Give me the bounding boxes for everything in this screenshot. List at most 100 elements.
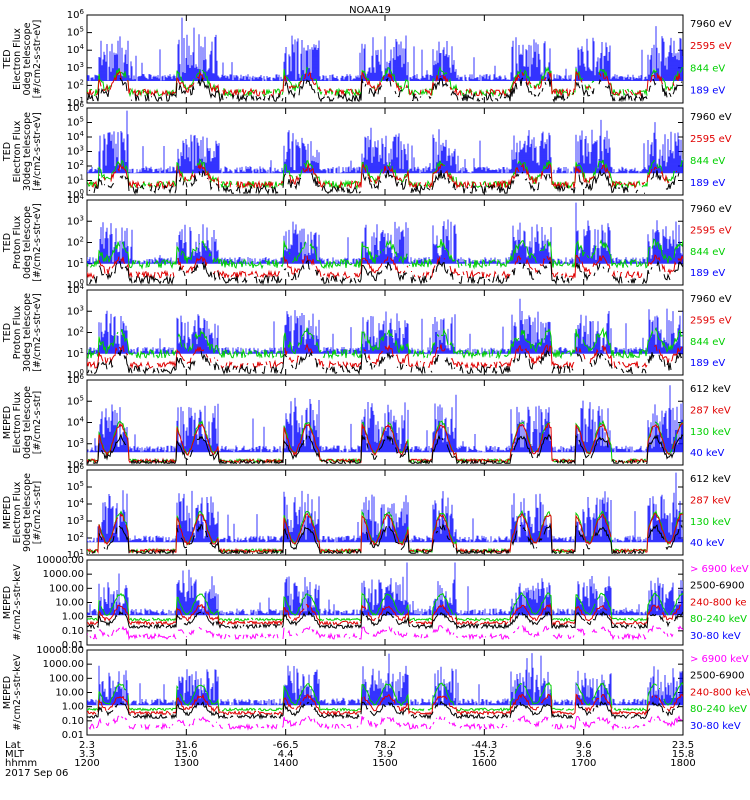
y-tick-label: 104: [67, 43, 85, 56]
legend-entry: 130 keV: [690, 427, 731, 438]
legend-entry: 240-800 keV: [690, 687, 750, 698]
y-tick-label: 103: [67, 437, 84, 450]
y-tick-exponent: 4: [80, 497, 85, 505]
panel-8: 0.01 0.10 1.00 10.00 100.00 1000.00 10000.00 ME…: [2, 645, 750, 741]
y-axis-label-line: MEPED: [2, 586, 13, 619]
y-tick-label: 103: [67, 514, 84, 527]
y-tick-exponent: 4: [80, 283, 85, 291]
y-tick-exponent: 5: [80, 480, 84, 488]
x-tick-label: 15.2: [473, 749, 495, 760]
y-tick-label: 103: [67, 145, 84, 158]
panel-traces: [87, 298, 683, 375]
y-axis-label-line: 90deg telescope: [22, 473, 33, 552]
y-axis-label-line: Proton Flux: [12, 305, 23, 359]
y-tick-exponent: 5: [80, 116, 84, 124]
y-tick-exponent: 2: [80, 159, 84, 167]
chart-title: NOAA19: [349, 5, 391, 16]
legend-entry: > 6900 keV: [690, 654, 749, 665]
y-tick-exponent: 6: [80, 101, 85, 109]
legend-entry: 844 eV: [690, 337, 725, 348]
y-tick-label: 106: [67, 101, 85, 114]
y-axis-label-line: #/cm2-s-str-keV: [12, 564, 23, 641]
y-tick-label: 0.01: [62, 640, 84, 651]
series-green: [87, 238, 683, 270]
y-tick-label: 100.00: [49, 673, 84, 684]
y-tick-exponent: 4: [80, 193, 85, 201]
y-axis-label: TEDElectron Flux0deg telescope[#/cm2-s-s…: [2, 20, 43, 99]
legend-entry: 30-80 keV: [690, 721, 741, 732]
y-tick-label: 101: [67, 174, 84, 187]
y-tick-exponent: 3: [80, 61, 84, 69]
x-tick-label: 1400: [273, 758, 298, 769]
y-tick-label: 103: [67, 61, 84, 74]
x-tick-label: 2.3: [79, 740, 95, 751]
y-tick-exponent: 3: [80, 145, 84, 153]
y-tick-label: 102: [67, 159, 84, 172]
x-row-label: Lat: [5, 740, 21, 751]
y-axis-label-line: TED: [2, 49, 13, 69]
y-tick-label: 104: [67, 130, 85, 143]
y-tick-exponent: 6: [80, 8, 85, 16]
series-green: [87, 592, 683, 623]
y-tick-exponent: 4: [80, 130, 85, 138]
panel-traces: [87, 653, 683, 731]
x-tick-label: 23.5: [672, 740, 694, 751]
y-tick-label: 1000.00: [43, 569, 84, 580]
x-tick-label: 4.4: [278, 749, 294, 760]
y-tick-label: 1000.00: [43, 659, 84, 670]
legend-entry: 844 eV: [690, 247, 725, 258]
legend-entry: 7960 eV: [690, 294, 732, 305]
legend-entry: 2595 eV: [690, 134, 732, 145]
y-tick-exponent: 2: [80, 458, 84, 466]
y-axis-label-line: Electron Flux: [12, 391, 23, 453]
y-tick-label: 105: [67, 116, 84, 129]
y-tick-label: 10.00: [55, 688, 84, 699]
y-tick-exponent: 2: [80, 531, 84, 539]
y-axis-label-line: MEPED: [2, 676, 13, 709]
panel-7: 0.01 0.10 1.00 10.00 100.00 1000.00 10000.00 ME…: [2, 555, 749, 651]
legend-entry: 2500-6900: [690, 581, 745, 592]
x-row-label: MLT: [5, 749, 25, 760]
legend-entry: 80-240 keV: [690, 614, 747, 625]
y-tick-label: 103: [67, 214, 84, 227]
y-axis-label-line: Proton Flux: [12, 215, 23, 269]
y-tick-label: 0.10: [62, 716, 84, 727]
panel-traces: [87, 202, 683, 285]
y-axis-label-line: #/cm2-s-str-keV: [12, 654, 23, 731]
y-axis-label: TEDProton Flux0deg telescope[#/cm2-s-str…: [2, 203, 43, 282]
panel-traces: [87, 472, 683, 555]
legend-entry: 287 keV: [690, 495, 731, 506]
series-black: [89, 259, 683, 285]
y-tick-label: 105: [67, 394, 84, 407]
y-axis-label-line: Electron Flux: [12, 481, 23, 543]
y-tick-label: 104: [67, 497, 85, 510]
legend-entry: 7960 eV: [690, 19, 732, 30]
legend-entry: 612 keV: [690, 384, 731, 395]
x-tick-label: 15.0: [175, 749, 197, 760]
y-tick-exponent: 2: [80, 236, 84, 244]
legend-entry: 80-240 keV: [690, 704, 747, 715]
series-black: [89, 523, 683, 555]
y-axis-label-line: [#/cm2-s-str]: [32, 481, 43, 544]
series-black: [87, 610, 683, 630]
y-tick-exponent: 1: [80, 548, 84, 556]
y-axis-label: MEPEDElectron Flux90deg telescope[#/cm2-…: [2, 473, 43, 552]
x-tick-label: 1800: [670, 758, 695, 769]
y-axis-label-line: TED: [2, 233, 13, 253]
x-tick-label: 1500: [372, 758, 397, 769]
y-tick-exponent: 3: [80, 304, 84, 312]
legend-entry: 189 eV: [690, 86, 725, 97]
y-tick-label: 104: [67, 283, 85, 296]
y-tick-label: 104: [67, 193, 85, 206]
y-axis-label-line: [#/cm2-s-str-eV]: [32, 20, 43, 99]
legend-entry: 189 eV: [690, 268, 725, 279]
legend-entry: 189 eV: [690, 358, 725, 369]
y-axis-label-line: Electron Flux: [12, 28, 23, 90]
y-tick-exponent: 0: [80, 278, 84, 286]
x-tick-label: 31.6: [175, 740, 197, 751]
legend-entry: 2595 eV: [690, 41, 732, 52]
y-tick-exponent: 6: [80, 373, 85, 381]
